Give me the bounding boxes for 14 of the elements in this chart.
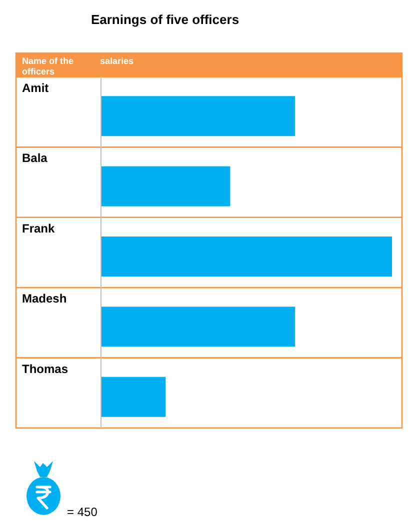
y-tick-label: Madesh (22, 292, 67, 306)
bar (101, 306, 296, 347)
bar (101, 376, 166, 417)
x-axis-title: salaries (100, 56, 134, 66)
y-axis-title: Name of the officers (22, 56, 74, 76)
y-tick-label: Thomas (22, 362, 68, 376)
chart-title: Earnings of five officers (90, 12, 240, 27)
y-tick-label: Amit (22, 81, 49, 95)
bar (101, 96, 296, 136)
bar (101, 166, 230, 206)
text: = 450 (67, 505, 98, 519)
y-tick-label: Bala (22, 151, 48, 166)
y-tick-label: Frank (22, 221, 56, 236)
bar (101, 236, 392, 276)
